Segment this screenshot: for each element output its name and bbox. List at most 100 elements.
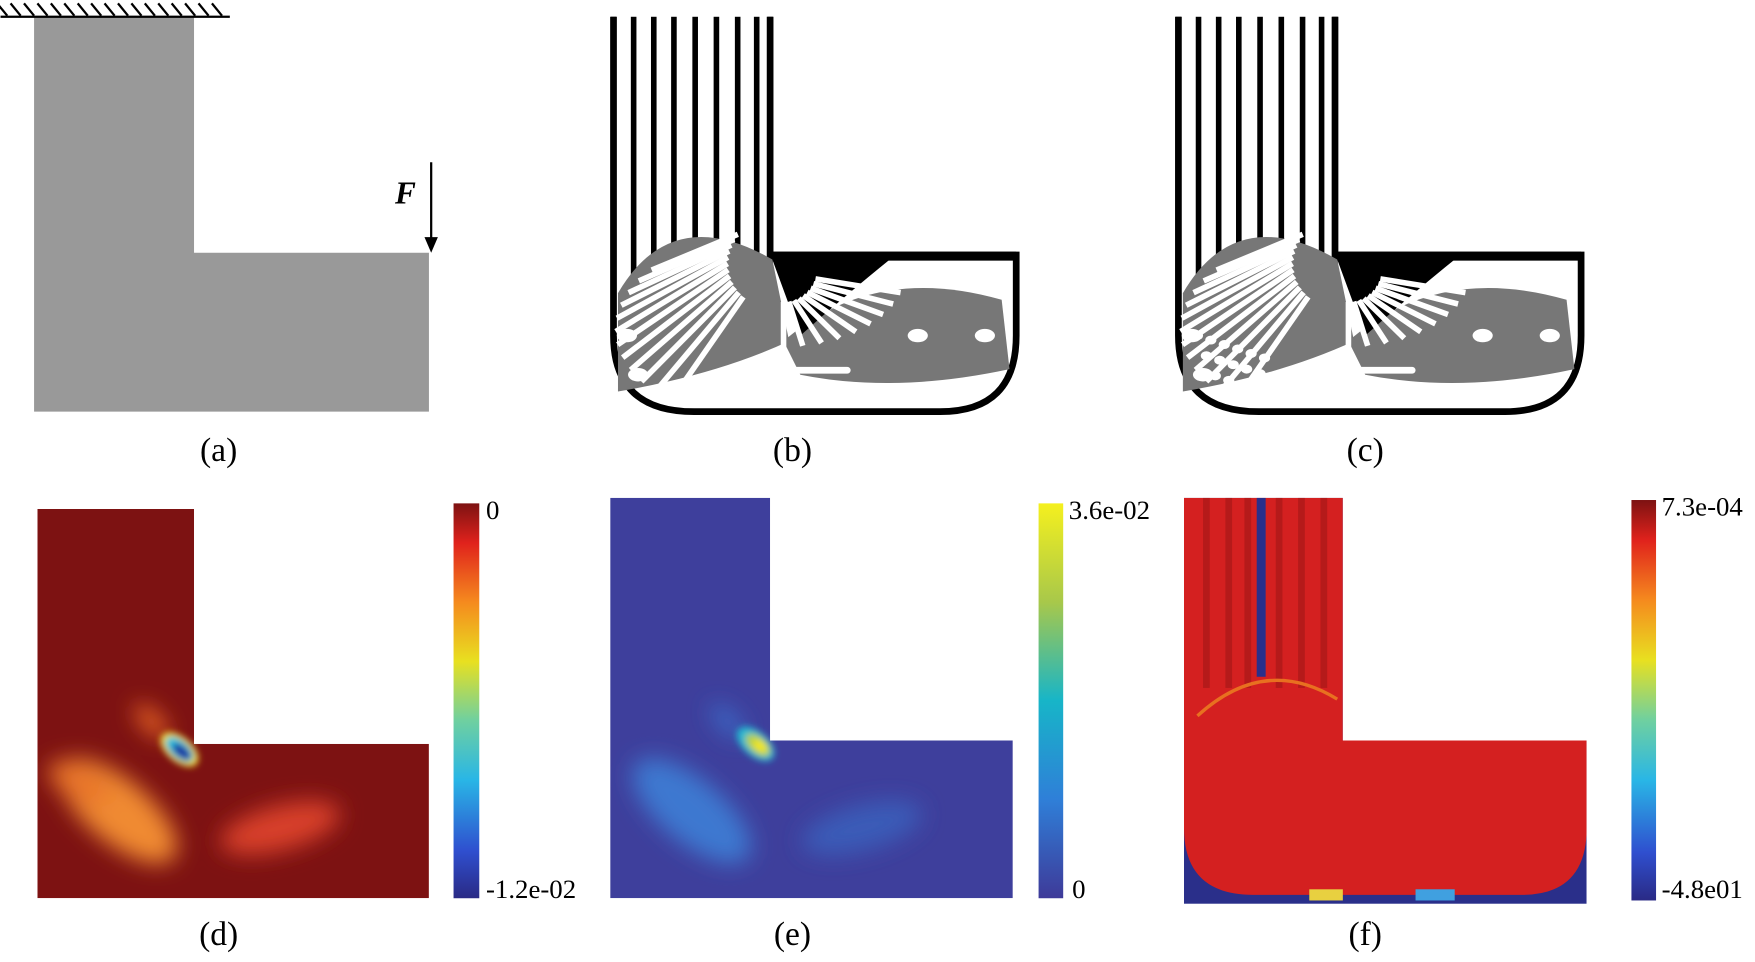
hatch-line	[211, 2, 223, 17]
hatch-line	[197, 2, 210, 17]
spoke	[652, 290, 741, 394]
hole	[952, 267, 973, 281]
caption: (a)	[200, 432, 237, 469]
spoke	[614, 261, 730, 334]
hotspot	[736, 726, 775, 762]
hole	[1539, 328, 1560, 343]
vertical-bar	[767, 16, 773, 286]
hatch-line	[63, 2, 76, 17]
hatch-line	[23, 2, 35, 17]
hole	[1214, 355, 1226, 365]
spoke	[1202, 236, 1301, 284]
vertical-bar	[753, 16, 760, 286]
hole	[628, 368, 649, 382]
hole	[1245, 349, 1257, 358]
spoke	[628, 279, 734, 373]
hatch-line	[103, 2, 116, 17]
spoke	[806, 289, 872, 327]
spoke	[616, 267, 730, 348]
colorbar-max: 7.3e-04	[1662, 492, 1743, 522]
hatch-line	[76, 2, 89, 17]
hole	[1192, 368, 1214, 382]
spoke	[1361, 296, 1407, 341]
caption: (f)	[1348, 916, 1382, 953]
slit	[682, 393, 818, 401]
colorbar	[453, 503, 480, 899]
spoke	[639, 285, 737, 384]
hatch-line	[184, 2, 197, 17]
vertical-bar	[1299, 16, 1306, 286]
spoke	[1217, 290, 1306, 394]
stripe	[1203, 497, 1210, 688]
topology	[1175, 16, 1585, 416]
slit	[1326, 366, 1416, 374]
vertical-bar	[1278, 16, 1285, 286]
spoke	[815, 276, 902, 296]
hatch-line	[9, 2, 22, 17]
field-spot	[1309, 889, 1343, 901]
caption: (d)	[199, 916, 238, 953]
colorbar-min: 0	[1072, 874, 1085, 904]
hatch-line	[143, 2, 156, 17]
spoke	[637, 236, 736, 284]
hole	[1276, 393, 1289, 403]
colorbar-max: 0	[486, 495, 499, 525]
hole	[1258, 353, 1271, 363]
support-hatch	[0, 2, 230, 18]
fan-right	[1348, 287, 1575, 384]
caption: (b)	[773, 432, 812, 469]
spoke	[615, 254, 730, 321]
slit	[1415, 393, 1506, 401]
vertical-bar	[1318, 16, 1325, 286]
vertical-bar	[713, 16, 720, 286]
vertical-bar	[1195, 16, 1202, 286]
spoke	[791, 298, 824, 345]
panel-c: (c)	[1175, 16, 1585, 469]
spoke	[1366, 293, 1423, 335]
colorbar-min: -4.8e01	[1662, 874, 1743, 904]
domain	[34, 16, 429, 412]
hole	[974, 328, 995, 343]
stripe	[1225, 497, 1233, 688]
hotspot	[160, 732, 199, 767]
force-label: F	[394, 176, 416, 211]
colorbar-max: 3.6e-02	[1069, 495, 1150, 525]
field-spot	[1415, 889, 1455, 901]
hatch-line	[36, 2, 49, 17]
vertical-bar	[630, 16, 637, 286]
spoke	[1192, 242, 1298, 296]
spoke	[620, 248, 731, 308]
vertical-bar	[1175, 16, 1182, 286]
spoke	[1185, 273, 1297, 360]
spoke	[1356, 298, 1389, 345]
arrow-head	[424, 237, 438, 253]
hole	[1517, 267, 1538, 281]
hole	[1241, 364, 1253, 374]
spoke	[1370, 289, 1437, 327]
stripe	[1244, 497, 1252, 688]
panel-a: F (a)	[0, 2, 438, 469]
field-stripes	[1203, 497, 1328, 688]
vertical-bar	[734, 16, 741, 286]
hatch-line	[49, 2, 62, 17]
colorbar	[1631, 500, 1657, 901]
spoke	[1377, 280, 1459, 307]
panel-f: 7.3e-04 -4.8e01 (f)	[1183, 492, 1743, 953]
hatch-line	[170, 2, 183, 17]
spoke	[668, 295, 746, 404]
vertical-bar	[1215, 16, 1222, 286]
hatch-line	[130, 2, 143, 17]
hole	[1254, 369, 1266, 379]
panel-d: 0 -1.2e-02 (d)	[37, 495, 576, 953]
vertical-bar	[671, 16, 677, 286]
hole	[1227, 360, 1239, 370]
topology	[610, 16, 1020, 416]
vertical-bar	[1332, 16, 1338, 286]
hatch-line	[157, 2, 170, 17]
stripe	[1320, 497, 1328, 688]
spoke	[627, 242, 733, 296]
slit	[850, 393, 941, 401]
colorbar-min: -1.2e-02	[486, 874, 576, 904]
panel-b: (b)	[610, 16, 1020, 469]
stripe	[1256, 497, 1266, 677]
